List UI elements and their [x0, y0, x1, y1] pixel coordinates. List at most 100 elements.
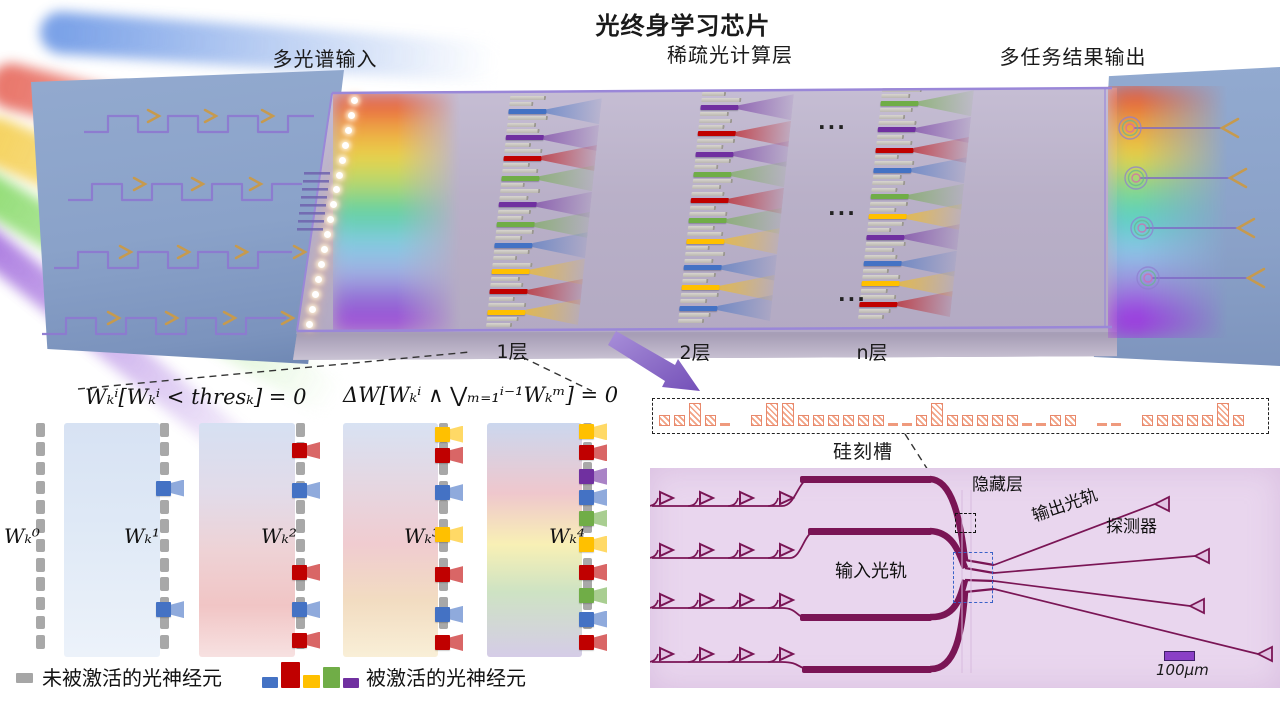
- dash-segment: [439, 519, 448, 533]
- inactive-neuron-bar: [881, 88, 923, 92]
- inactive-neuron-bar: [502, 169, 539, 174]
- section-label-compute: 稀疏光计算层: [667, 43, 793, 67]
- dash-segment: [36, 538, 45, 553]
- silicon-groove-strip: [652, 398, 1269, 434]
- flag-cone: [594, 587, 607, 605]
- dash-segment: [36, 519, 45, 533]
- activated-neuron-flag: [156, 601, 184, 619]
- micrograph-art: [650, 475, 1273, 673]
- flag-cone: [450, 446, 463, 464]
- active-neuron-bar: [683, 265, 722, 270]
- inactive-neuron-bar: [878, 120, 917, 125]
- active-neuron-bar: [487, 310, 526, 315]
- dash-segment: [160, 461, 169, 476]
- flag-cone: [171, 601, 184, 619]
- groove-mark: [782, 403, 794, 426]
- weight-label: Wₖ⁰: [4, 524, 40, 548]
- inactive-neuron-bar: [878, 114, 906, 119]
- active-neuron-icon: [323, 667, 340, 688]
- io-dot: [348, 111, 355, 119]
- flag-body: [292, 482, 307, 498]
- formula-threshold: Wₖⁱ[Wₖⁱ < thresₖ] = 0: [85, 385, 307, 409]
- active-neuron-bar: [861, 281, 900, 286]
- inactive-neuron-bar: [876, 141, 913, 146]
- inactive-neuron-bar: [871, 187, 898, 192]
- activated-neuron-flag: [579, 610, 607, 628]
- section-label-output: 多任务结果输出: [999, 45, 1147, 69]
- inactive-neuron-bar: [879, 108, 914, 113]
- dash-segment: [160, 538, 169, 553]
- flag-cone: [307, 442, 320, 460]
- active-neuron-bar: [501, 176, 540, 181]
- flag-cone: [594, 563, 607, 581]
- inactive-neuron-bar: [485, 323, 513, 328]
- activated-neuron-flag: [579, 633, 607, 651]
- dash-segment: [296, 461, 305, 476]
- active-neuron-bar: [508, 109, 547, 114]
- flag-body: [579, 489, 594, 505]
- inactive-neuron-bar: [507, 116, 549, 121]
- activated-neuron-flag: [292, 631, 320, 649]
- io-dot: [309, 305, 316, 313]
- dash-segment: [439, 577, 448, 591]
- groove-mark: [902, 423, 912, 426]
- inactive-neuron-bar: [684, 252, 726, 257]
- activated-neuron-flag: [292, 563, 320, 581]
- groove-mark: [1233, 415, 1244, 426]
- flag-cone: [594, 423, 607, 441]
- inactive-neuron-bar: [696, 138, 736, 143]
- activated-neuron-flag: [579, 563, 607, 581]
- groove-mark: [962, 415, 973, 426]
- inactive-neuron-bar: [869, 208, 897, 213]
- groove-mark: [1142, 415, 1153, 426]
- active-neuron-bar: [700, 105, 739, 110]
- inactive-neuron-bar: [492, 256, 518, 261]
- flag-cone: [450, 484, 463, 502]
- activated-neuron-flag: [579, 467, 607, 485]
- hidden-layer-label: 隐藏层: [972, 475, 1023, 495]
- inactive-neuron-bar: [682, 272, 717, 277]
- inactive-neuron-icon: [16, 673, 33, 683]
- active-neuron-icon: [303, 675, 320, 688]
- layer-label-n: n层: [856, 342, 888, 364]
- weight-panel: [343, 423, 438, 657]
- flag-cone: [307, 481, 320, 499]
- flag-body: [579, 424, 594, 440]
- activated-neuron-flag: [435, 425, 463, 443]
- inactive-neuron-bar: [874, 154, 900, 159]
- active-neuron-bar: [505, 135, 544, 140]
- groove-mark: [1187, 415, 1198, 426]
- activated-neuron-flag: [435, 566, 463, 584]
- detector-label: 探测器: [1106, 517, 1157, 537]
- active-neuron-bar: [686, 239, 725, 244]
- section-label-input: 多光谱输入: [272, 47, 378, 71]
- active-neuron-bar: [866, 235, 905, 240]
- groove-mark: [1202, 415, 1213, 426]
- micrograph-bus-lines: [652, 478, 817, 670]
- flag-body: [579, 445, 594, 461]
- active-neuron-bar: [695, 152, 734, 157]
- flag-cone: [594, 535, 607, 553]
- inactive-neuron-bar: [858, 308, 891, 313]
- io-dot: [318, 260, 325, 268]
- flag-body: [579, 510, 594, 526]
- flag-cone: [450, 633, 463, 651]
- dash-segment: [36, 480, 45, 495]
- dash-segment: [583, 480, 592, 495]
- inactive-neuron-bar: [699, 112, 730, 117]
- layer-label-2: 2层: [679, 342, 711, 364]
- flag-body: [156, 602, 171, 618]
- groove-mark: [888, 423, 898, 426]
- flag-body: [435, 606, 450, 622]
- hidden-layer-marker-box: [955, 513, 976, 533]
- inactive-neuron-bar: [862, 268, 890, 273]
- groove-mark: [1217, 403, 1229, 426]
- inactive-neuron-bar: [497, 216, 524, 221]
- activated-neuron-flag: [579, 509, 607, 527]
- inactive-neuron-bar: [687, 225, 716, 230]
- inactive-neuron-bar: [876, 134, 905, 139]
- inactive-neuron-bar: [701, 92, 727, 96]
- legend-active-label: 被激活的光神经元: [366, 666, 526, 690]
- dash-segment: [36, 442, 45, 456]
- dash-segment: [160, 519, 169, 533]
